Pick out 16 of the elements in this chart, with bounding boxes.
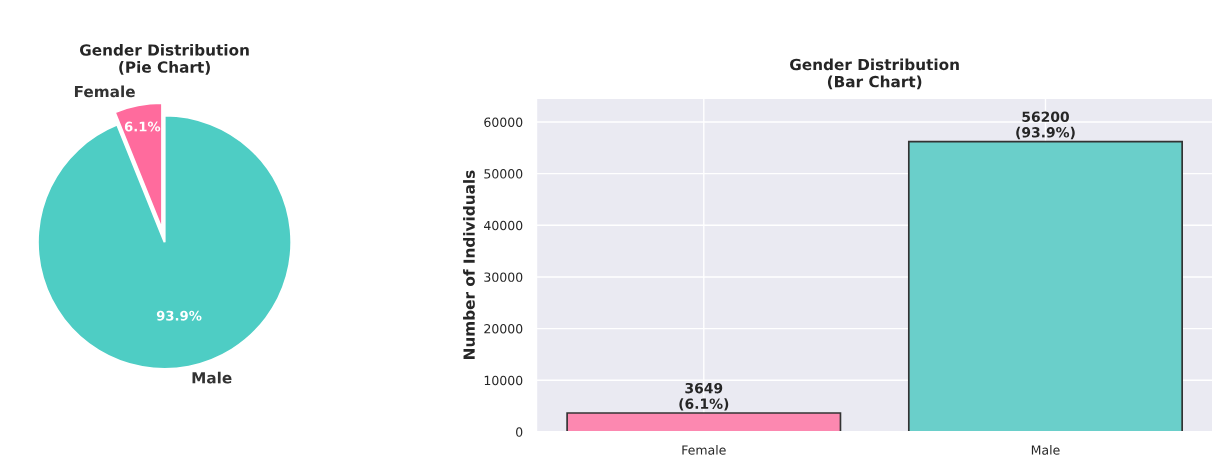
y-axis-title: Number of Individuals: [463, 170, 475, 359]
chart-title: Gender Distribution (Bar Chart): [790, 58, 959, 90]
y-tick-label: 0: [516, 427, 523, 437]
chart-title: Gender Distribution (Pie Chart): [79, 43, 249, 75]
data-label: 6.1%: [124, 121, 161, 132]
y-tick-label: 50000: [484, 169, 523, 179]
y-tick-label: 10000: [484, 375, 523, 386]
y-tick-label: 60000: [484, 117, 523, 127]
data-label: 56200 (93.9%): [1016, 111, 1075, 140]
data-label: 93.9%: [156, 310, 202, 321]
slice-label: Male: [192, 371, 232, 384]
y-tick-label: 30000: [484, 272, 523, 282]
y-tick-label: 40000: [484, 220, 523, 231]
slice-label: Female: [74, 85, 135, 98]
y-tick-label: 20000: [484, 324, 523, 334]
data-label: 3649 (6.1%): [679, 382, 729, 411]
